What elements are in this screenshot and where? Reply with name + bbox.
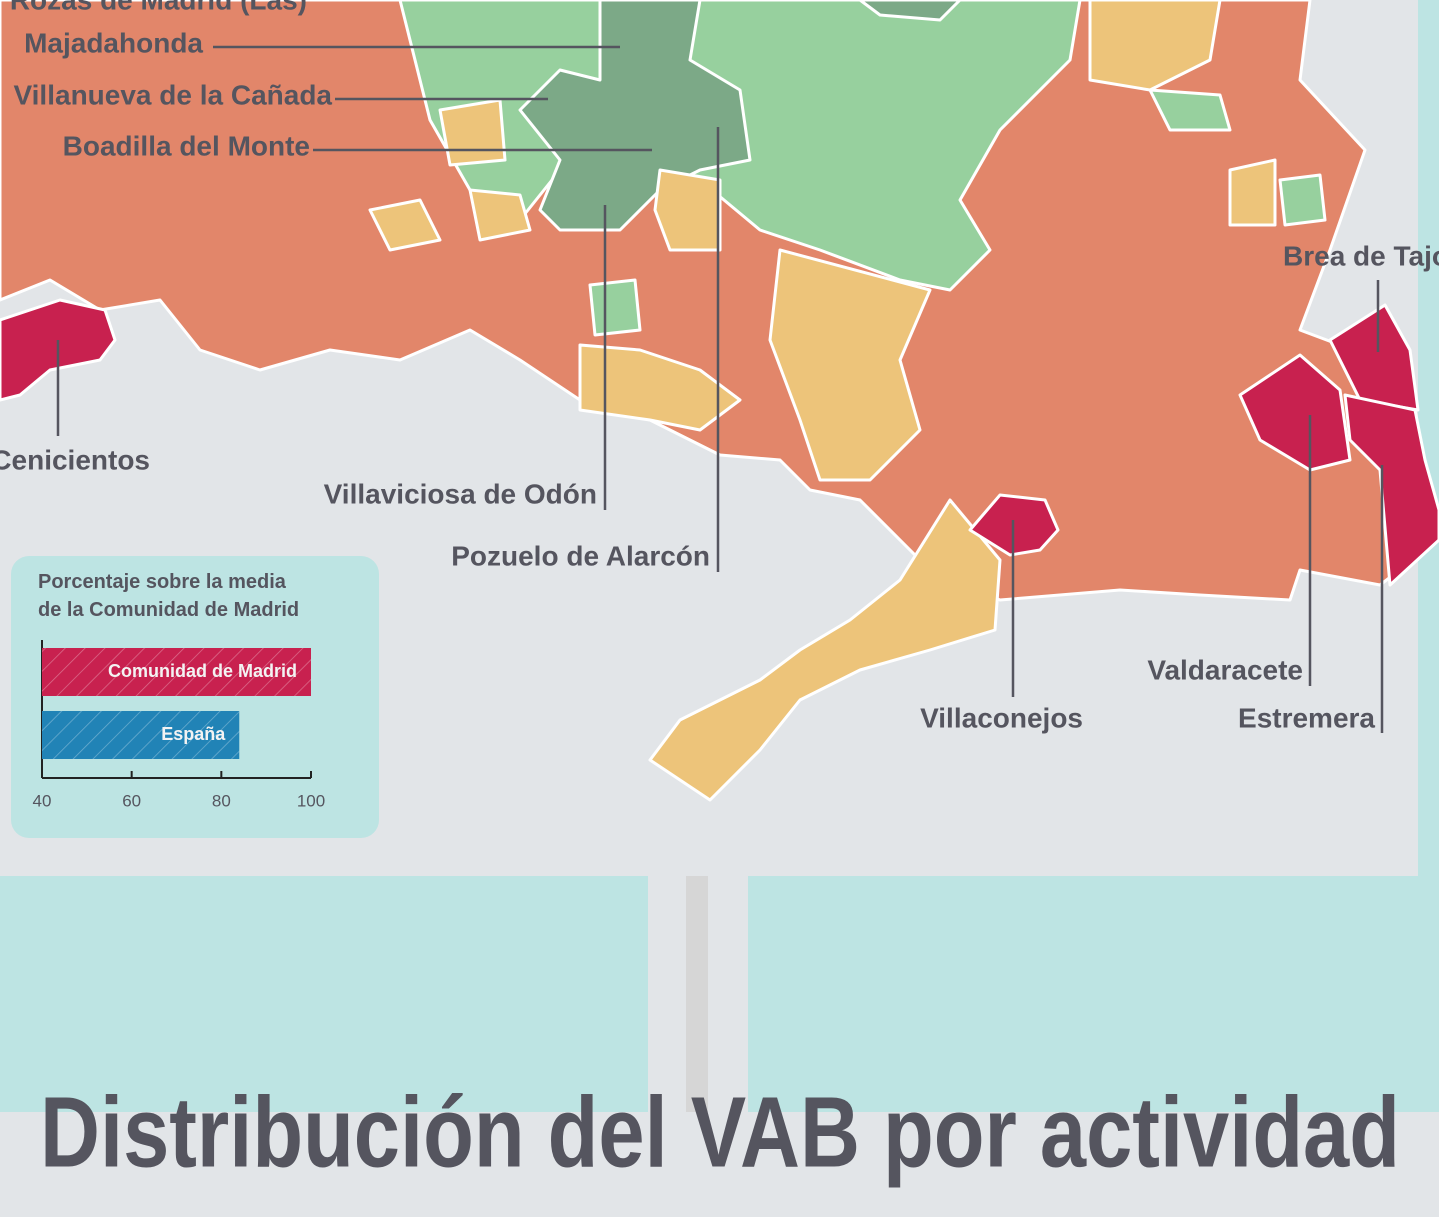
page-title: Distribución del VAB por actividad <box>40 1076 1400 1188</box>
place-label: Cenicientos <box>0 444 150 475</box>
bar-label: España <box>161 724 226 744</box>
page: Rozas de Madrid (Las) Majadahonda Villanue… <box>0 0 1439 1217</box>
place-label: Boadilla del Monte <box>63 130 310 161</box>
place-label: Brea de Tajo <box>1283 240 1439 271</box>
place-label: Villanueva de la Cañada <box>13 79 332 110</box>
place-label: Pozuelo de Alarcón <box>451 540 710 571</box>
place-label: Valdaracete <box>1147 654 1303 685</box>
place-label: Rozas de Madrid (Las) <box>10 0 307 15</box>
x-tick-label: 100 <box>297 791 325 810</box>
place-label: Villaconejos <box>920 702 1083 733</box>
x-tick-label: 60 <box>122 791 141 810</box>
x-tick-label: 80 <box>212 791 231 810</box>
place-label: Majadahonda <box>24 27 203 58</box>
bar-label: Comunidad de Madrid <box>108 661 297 681</box>
place-label: Estremera <box>1238 702 1375 733</box>
place-label: Villaviciosa de Odón <box>324 478 597 509</box>
x-tick-label: 40 <box>33 791 52 810</box>
